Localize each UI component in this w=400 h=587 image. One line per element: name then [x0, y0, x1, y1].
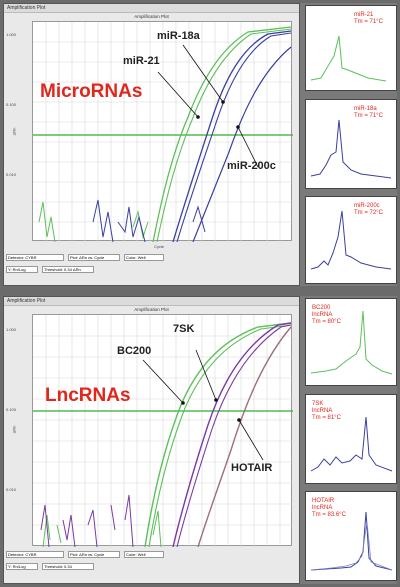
melt-curve-7sk: 7SK lncRNA Tm = 81°C: [305, 394, 397, 484]
curve-hotair: [197, 326, 292, 547]
melt-label: HOTAIR lncRNA Tm = 83.6°C: [312, 498, 346, 518]
lncrna-panel: Amplification Plot Amplification Plot 1.…: [3, 296, 397, 584]
melt-curve-mir-18a: miR-18a Tm = 71°C: [305, 99, 397, 189]
pointer-mir-200c: [237, 126, 259, 168]
plot-type-select[interactable]: Plot: ΔRn vs. Cycle: [68, 254, 120, 261]
x-axis-label: Cycle: [154, 244, 165, 249]
y-tick-label: 1.000: [6, 32, 17, 37]
pointer-mir-18a: [182, 44, 224, 103]
plot-title: Amplification Plot: [134, 307, 169, 312]
melt-label: miR-200c Tm = 72°C: [354, 203, 383, 216]
melt-label: miR-18a Tm = 71°C: [354, 106, 383, 119]
scale-select[interactable]: Y: Rn/Log: [6, 266, 38, 273]
y-tick-label: 0.100: [6, 407, 17, 412]
pointer-bc200: [142, 359, 184, 404]
color-select[interactable]: Color: Well: [124, 254, 164, 261]
curve-mir-200c: [192, 46, 292, 242]
amplification-plot-area[interactable]: miR-18a miR-21 miR-200c MicroRNAs: [32, 21, 293, 242]
noise-green: [42, 510, 162, 547]
pointer-dot: [221, 100, 225, 104]
curve-bc200-b: [148, 324, 292, 547]
curve-mir-21-b: [156, 28, 292, 242]
category-lncrna: LncRNAs: [45, 385, 131, 406]
curve-7sk-b: [176, 324, 292, 547]
pointer-mir-21: [157, 71, 199, 118]
noise-purple: [40, 494, 134, 547]
pointer-dot: [214, 398, 218, 402]
pointer-7sk: [195, 349, 217, 401]
plot-title: Amplification Plot: [134, 14, 169, 19]
y-axis-label: ΔRn: [11, 127, 17, 136]
pointer-dot: [237, 418, 241, 422]
plot-type-select[interactable]: Plot: ΔRn vs. Cycle: [68, 551, 120, 558]
pointer-dot: [236, 125, 240, 129]
amplification-chart: [33, 22, 293, 242]
amplification-plot-window: Amplification Plot Amplification Plot 1.…: [3, 296, 300, 584]
category-microrna: MicroRNAs: [40, 81, 143, 102]
label-mir-21: miR-21: [123, 55, 160, 67]
detector-select[interactable]: Detector: CYBR: [6, 551, 64, 558]
melt-label: BC200 lncRNA Tm = 80°C: [312, 305, 341, 325]
label-mir-18a: miR-18a: [157, 30, 200, 42]
y-axis-label: ΔRn: [11, 425, 17, 434]
grid: [33, 22, 293, 242]
melt-label: 7SK lncRNA Tm = 81°C: [312, 401, 341, 421]
curve-mir-18a-b: [176, 32, 292, 242]
grid: [33, 315, 293, 547]
label-hotair: HOTAIR: [231, 462, 273, 474]
curve-7sk: [172, 322, 292, 547]
melt-curve-mir-21: miR-21 Tm = 71°C: [305, 5, 397, 91]
melt-curve-bc200: BC200 lncRNA Tm = 80°C: [305, 298, 397, 386]
y-tick-label: 1.000: [6, 327, 17, 332]
window-titlebar: Amplification Plot: [4, 4, 299, 13]
window-titlebar: Amplification Plot: [4, 297, 299, 306]
label-mir-200c: miR-200c: [227, 160, 276, 172]
pointer-dot: [181, 401, 185, 405]
y-tick-label: 0.010: [6, 487, 17, 492]
curve-mir-21: [152, 26, 292, 242]
noise-blue: [92, 199, 206, 242]
amplification-plot-window: Amplification Plot Amplification Plot 1.…: [3, 3, 300, 286]
threshold-field[interactable]: Threshold: 0.34: [42, 563, 94, 570]
y-tick-label: 0.010: [6, 172, 17, 177]
pointer-hotair: [238, 419, 264, 461]
melt-label: miR-21 Tm = 71°C: [354, 12, 383, 25]
label-bc200: BC200: [117, 345, 152, 357]
scale-select[interactable]: Y: Rn/Log: [6, 563, 38, 570]
curve-mir-18a: [172, 30, 292, 242]
melt-curve-mir-200c: miR-200c Tm = 72°C: [305, 196, 397, 284]
threshold-field[interactable]: Threshold: 0.34 ΔRn: [42, 266, 94, 273]
y-tick-label: 0.100: [6, 102, 17, 107]
melt-curve-hotair: HOTAIR lncRNA Tm = 83.6°C: [305, 491, 397, 581]
color-select[interactable]: Color: Well: [124, 551, 164, 558]
pointer-dot: [196, 115, 200, 119]
detector-select[interactable]: Detector: CYBR: [6, 254, 64, 261]
label-7sk: 7SK: [173, 323, 195, 335]
amplification-chart: [33, 315, 293, 547]
amplification-plot-area[interactable]: 7SK BC200 HOTAIR LncRNAs: [32, 314, 293, 547]
curve-bc200: [144, 322, 292, 547]
microrna-panel: Amplification Plot Amplification Plot 1.…: [3, 3, 397, 286]
